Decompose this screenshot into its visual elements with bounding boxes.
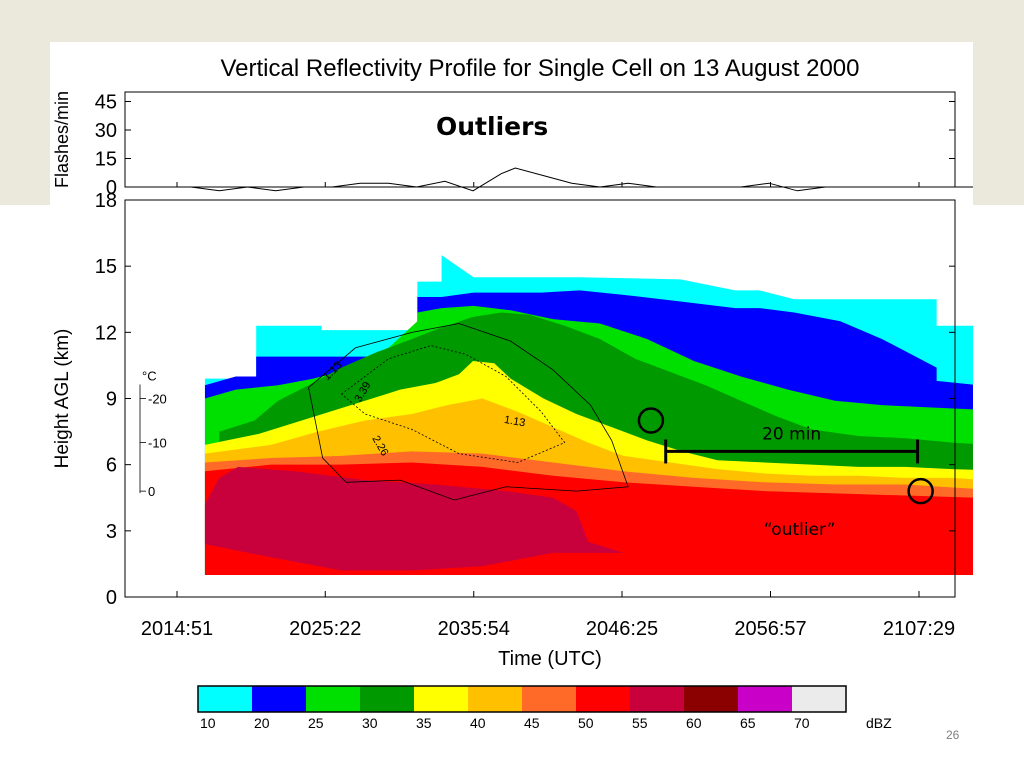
colorbar-swatch <box>792 686 846 712</box>
time-xtick-label: 2035:54 <box>438 618 510 640</box>
colorbar-swatch <box>576 686 630 712</box>
lightning-density-contour-inner <box>341 345 566 463</box>
colorbar-unit: dBZ <box>866 715 892 731</box>
colorbar-swatch <box>630 686 684 712</box>
lightning-density-contour <box>308 323 629 501</box>
colorbar-swatch <box>684 686 738 712</box>
colorbar-label: 25 <box>308 715 324 731</box>
outlier-circle <box>907 477 934 505</box>
colorbar-label: 65 <box>740 715 756 731</box>
temperature-label: -20 <box>148 392 167 407</box>
flash-ytick-label: 30 <box>95 120 117 142</box>
colorbar-swatch <box>252 686 306 712</box>
colorbar-swatch <box>468 686 522 712</box>
outlier-label: “outlier” <box>764 520 836 540</box>
time-xtick-label: 2107:29 <box>883 618 955 640</box>
colorbar-label: 70 <box>794 715 810 731</box>
time-xtick-label: 2046:25 <box>586 618 658 640</box>
chart-title: Vertical Reflectivity Profile for Single… <box>220 55 859 82</box>
colorbar-swatch <box>522 686 576 712</box>
height-ytick-label: 18 <box>95 190 117 212</box>
colorbar-label: 10 <box>200 715 216 731</box>
flash-ytick-label: 45 <box>95 92 117 114</box>
height-ytick-label: 15 <box>95 256 117 278</box>
height-ytick-label: 12 <box>95 322 117 344</box>
contour-label: 1.13 <box>503 414 526 430</box>
time-xtick-label: 2014:51 <box>141 618 213 640</box>
temperature-label: -10 <box>148 436 167 451</box>
height-ylabel: Height AGL (km) <box>52 329 73 469</box>
colorbar-swatch <box>738 686 792 712</box>
temperature-unit: °C <box>142 369 157 384</box>
colorbar-label: 40 <box>470 715 486 731</box>
colorbar-swatch <box>360 686 414 712</box>
colorbar-swatch <box>306 686 360 712</box>
colorbar-label: 50 <box>578 715 594 731</box>
height-ytick-label: 3 <box>106 521 117 543</box>
colorbar-label: 20 <box>254 715 270 731</box>
temperature-label: 0 <box>148 484 155 499</box>
colorbar-label: 45 <box>524 715 540 731</box>
colorbar-label: 55 <box>632 715 648 731</box>
colorbar-label: 35 <box>416 715 432 731</box>
flash-rate-frame <box>124 91 956 188</box>
span-label: 20 min <box>762 424 821 444</box>
colorbar-label: 30 <box>362 715 378 731</box>
height-ytick-label: 6 <box>106 455 117 477</box>
flash-ytick-label: 15 <box>95 149 117 171</box>
flash-ylabel: Flashes/min <box>52 91 72 188</box>
reflectivity-figure: Vertical Reflectivity Profile for Single… <box>52 55 973 731</box>
page-number: 26 <box>946 728 960 742</box>
time-xlabel: Time (UTC) <box>498 648 602 670</box>
reflectivity-region-55dbz <box>204 466 624 571</box>
figure: Vertical Reflectivity Profile for Single… <box>50 42 973 742</box>
colorbar-label: 60 <box>686 715 702 731</box>
outlier-circle <box>637 407 665 434</box>
flash-rate-line <box>177 167 973 192</box>
flash-ytick-label: 0 <box>106 177 117 199</box>
slide-heading: Outliers <box>436 112 549 141</box>
height-ytick-label: 0 <box>106 587 117 609</box>
time-xtick-label: 2025:22 <box>289 618 361 640</box>
height-ytick-label: 9 <box>106 389 117 411</box>
colorbar-frame <box>197 685 847 713</box>
time-xtick-label: 2056:57 <box>734 618 806 640</box>
colorbar-swatch <box>198 686 252 712</box>
colorbar-swatch <box>414 686 468 712</box>
